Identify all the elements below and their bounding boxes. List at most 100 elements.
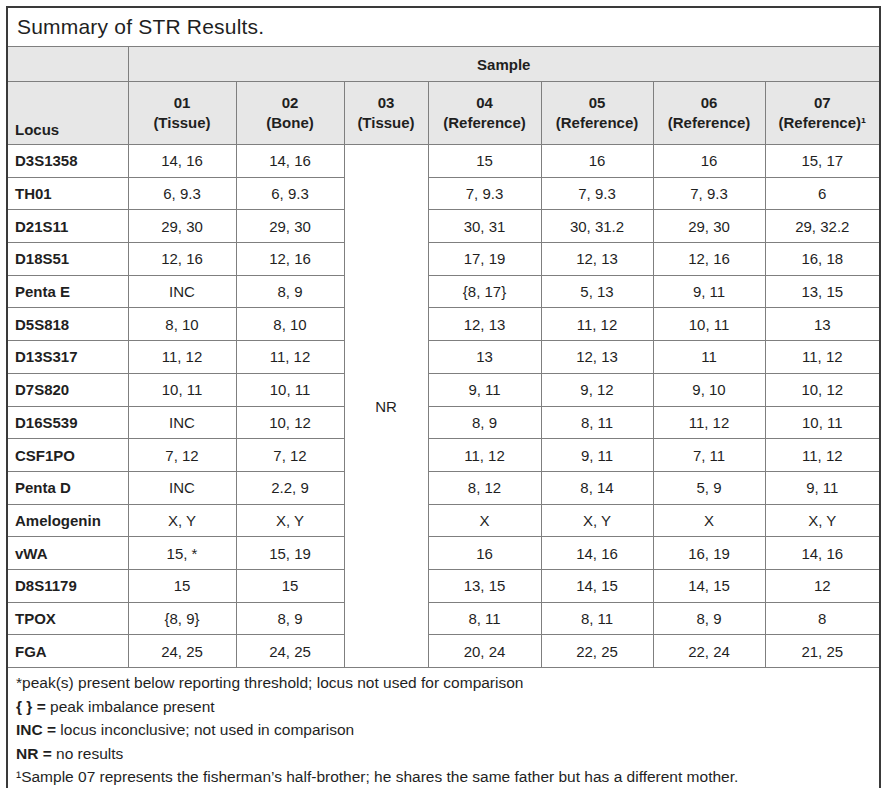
value-cell: 14, 16 [236,145,344,178]
locus-cell: Amelogenin [7,504,128,537]
title-row: Summary of STR Results. [7,7,880,47]
locus-cell: D21S11 [7,210,128,243]
locus-row-csf1po: CSF1PO7, 127, 1211, 129, 117, 1111, 12 [7,439,880,472]
value-cell: 8, 11 [428,602,541,635]
locus-row-th01: TH016, 9.36, 9.37, 9.37, 9.37, 9.36 [7,177,880,210]
sample-header-04: 04(Reference) [428,82,541,145]
sample-type: (Tissue) [130,113,235,133]
value-cell: 14, 16 [765,537,880,570]
value-cell: {8, 17} [428,275,541,308]
locus-header: Locus [7,82,128,145]
value-cell: 14, 16 [541,537,653,570]
value-cell: 14, 16 [128,145,236,178]
sample-number: 03 [346,93,427,113]
value-cell: 30, 31 [428,210,541,243]
value-cell: INC [128,406,236,439]
value-cell: 8, 9 [653,602,765,635]
value-cell: X [428,504,541,537]
sample-group-row: Sample [7,47,880,82]
value-cell: 11, 12 [428,439,541,472]
value-cell: 7, 9.3 [541,177,653,210]
value-cell: 20, 24 [428,635,541,668]
value-cell: 12, 13 [428,308,541,341]
value-cell: 29, 30 [128,210,236,243]
value-cell: 9, 10 [653,373,765,406]
value-cell: X, Y [541,504,653,537]
value-cell: 11, 12 [765,341,880,374]
value-cell: 8, 10 [128,308,236,341]
value-cell: 9, 11 [428,373,541,406]
value-cell: 10, 11 [236,373,344,406]
value-cell: 12, 16 [236,243,344,276]
locus-cell: D8S1179 [7,569,128,602]
locus-row-fga: FGA24, 2524, 2520, 2422, 2522, 2421, 25 [7,635,880,668]
sample-type: (Reference)¹ [767,113,879,133]
locus-cell: Penta D [7,471,128,504]
locus-cell: TPOX [7,602,128,635]
locus-row-d16s539: D16S539INC10, 128, 98, 1111, 1210, 11 [7,406,880,439]
value-cell: 11 [653,341,765,374]
value-cell: 22, 25 [541,635,653,668]
sample-number: 02 [238,93,343,113]
locus-row-d21s11: D21S1129, 3029, 3030, 3130, 31.229, 3029… [7,210,880,243]
value-cell: 11, 12 [236,341,344,374]
value-cell: X, Y [128,504,236,537]
value-cell: 15 [236,569,344,602]
locus-row-penta-d: Penta DINC2.2, 98, 128, 145, 99, 11 [7,471,880,504]
value-cell: 15, 19 [236,537,344,570]
value-cell: 9, 11 [653,275,765,308]
value-cell: 16, 18 [765,243,880,276]
value-cell: 8 [765,602,880,635]
value-cell: 13, 15 [765,275,880,308]
sample-number: 04 [430,93,540,113]
sample-header-05: 05(Reference) [541,82,653,145]
value-cell: {8, 9} [128,602,236,635]
value-cell: 8, 9 [236,275,344,308]
locus-cell: D3S1358 [7,145,128,178]
footnote-row: *peak(s) present below reporting thresho… [7,668,880,788]
sample-type: (Bone) [238,113,343,133]
sample-header-02: 02(Bone) [236,82,344,145]
value-cell: 11, 12 [653,406,765,439]
value-cell: 6, 9.3 [236,177,344,210]
locus-row-d3s1358: D3S135814, 1614, 16NR15161615, 17 [7,145,880,178]
value-cell: 7, 12 [128,439,236,472]
column-header-row: Locus 01(Tissue)02(Bone)03(Tissue)04(Ref… [7,82,880,145]
value-cell: 9, 12 [541,373,653,406]
value-cell: 9, 11 [765,471,880,504]
locus-row-penta-e: Penta EINC8, 9{8, 17}5, 139, 1113, 15 [7,275,880,308]
value-cell: 12, 13 [541,341,653,374]
locus-cell: FGA [7,635,128,668]
value-cell: 8, 11 [541,406,653,439]
value-cell: 15 [428,145,541,178]
table-title: Summary of STR Results. [7,7,880,47]
value-cell: 10, 12 [765,373,880,406]
value-cell: 15, * [128,537,236,570]
value-cell: 30, 31.2 [541,210,653,243]
sample-number: 01 [130,93,235,113]
value-cell: 17, 19 [428,243,541,276]
footnote-line: NR = no results [16,742,871,766]
value-cell: 13 [428,341,541,374]
locus-row-d13s317: D13S31711, 1211, 121312, 131111, 12 [7,341,880,374]
value-cell: 29, 32.2 [765,210,880,243]
value-cell: 8, 10 [236,308,344,341]
value-cell: 10, 11 [653,308,765,341]
value-cell: INC [128,471,236,504]
locus-cell: CSF1PO [7,439,128,472]
sample-header-01: 01(Tissue) [128,82,236,145]
locus-row-d18s51: D18S5112, 1612, 1617, 1912, 1312, 1616, … [7,243,880,276]
locus-cell: TH01 [7,177,128,210]
value-cell: 16 [541,145,653,178]
locus-cell: D16S539 [7,406,128,439]
sample-number: 06 [655,93,764,113]
value-cell: 22, 24 [653,635,765,668]
value-cell: 10, 11 [128,373,236,406]
nr-merged-cell: NR [344,145,428,668]
value-cell: 9, 11 [541,439,653,472]
locus-row-amelogenin: AmelogeninX, YX, YXX, YXX, Y [7,504,880,537]
value-cell: 16 [428,537,541,570]
value-cell: 12, 16 [128,243,236,276]
sample-header-03: 03(Tissue) [344,82,428,145]
value-cell: 24, 25 [236,635,344,668]
